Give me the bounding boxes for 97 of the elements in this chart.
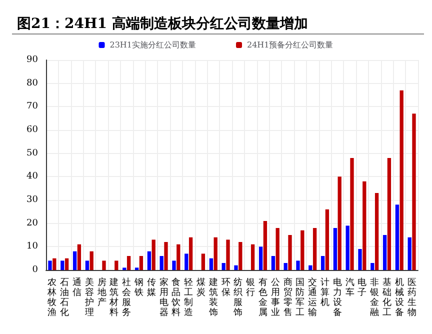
bar	[114, 260, 118, 270]
y-tick-label: 80	[26, 78, 38, 88]
bar	[412, 114, 416, 270]
bar	[188, 237, 193, 270]
x-tick-label: 商贸零售	[283, 277, 292, 318]
bar	[102, 260, 106, 270]
x-tick-label: 公用事业	[270, 277, 280, 318]
bar	[346, 226, 350, 270]
y-tick-label: 30	[26, 195, 38, 205]
bar	[238, 242, 242, 270]
bar	[209, 258, 214, 270]
legend-label: 23H1实施分红公司数量	[110, 40, 196, 50]
bar	[64, 258, 69, 270]
bar	[77, 244, 82, 270]
bar	[139, 256, 144, 270]
bar	[60, 260, 64, 270]
x-tick-label: 石油石化	[60, 278, 70, 318]
bar	[176, 244, 180, 270]
x-tick-label: 基础化工	[382, 277, 392, 318]
x-tick-label: 家用电器	[159, 277, 168, 318]
bar	[370, 263, 374, 270]
bar	[374, 193, 379, 270]
x-tick-label: 非银金融	[369, 277, 380, 318]
bar	[276, 228, 280, 270]
bar	[147, 251, 152, 270]
bar	[333, 228, 338, 270]
x-tick-label: 纺织服饰	[232, 277, 243, 318]
x-tick-label: 交通运输	[308, 277, 318, 318]
bar	[160, 256, 164, 270]
x-tick-label: 银行	[245, 277, 256, 298]
x-tick-label: 医药生物	[407, 277, 416, 318]
bar	[358, 249, 362, 270]
bar	[258, 246, 263, 270]
bar	[350, 158, 354, 270]
bar	[338, 176, 342, 270]
bar	[408, 237, 412, 270]
bar	[362, 181, 366, 270]
x-tick-label: 通信	[72, 277, 82, 298]
bar	[126, 256, 131, 270]
bar	[263, 221, 268, 270]
x-tick-label: 农林牧渔	[46, 277, 57, 318]
bar	[382, 235, 387, 270]
bar	[284, 263, 288, 270]
x-tick-label: 电力设备	[332, 277, 342, 318]
bar	[312, 228, 317, 270]
x-tick-label: 美容护理	[84, 277, 94, 318]
y-tick-label: 70	[26, 102, 38, 112]
bar	[320, 256, 325, 270]
x-tick-label: 汽车	[345, 277, 354, 298]
bar	[234, 265, 238, 270]
bar	[325, 209, 330, 270]
y-tick-label: 50	[26, 148, 38, 158]
x-tick-label: 传媒	[146, 277, 156, 298]
x-tick-label: 建筑装饰	[208, 277, 218, 318]
bar	[72, 251, 77, 270]
bar	[288, 235, 292, 270]
bar	[90, 251, 94, 270]
bar	[226, 240, 230, 270]
bar	[48, 260, 52, 270]
y-tick-label: 0	[32, 265, 38, 275]
bar	[164, 242, 168, 270]
x-tick-label: 社会服务	[122, 277, 132, 318]
bar	[85, 260, 90, 270]
bar	[184, 254, 188, 270]
x-tick-label: 钢铁	[134, 277, 144, 298]
x-tick-label: 食品饮料	[170, 277, 181, 318]
bar	[300, 230, 304, 270]
x-tick-label: 机械设备	[394, 277, 404, 318]
legend-label: 24H1预备分红公司数量	[247, 40, 334, 50]
bar	[296, 260, 300, 270]
bar	[250, 244, 255, 270]
chart-title: 图21：24H1 高端制造板块分红公司数量增加	[17, 15, 308, 32]
x-tick-label: 轻工制造	[184, 277, 194, 318]
bar	[387, 158, 392, 270]
bar	[172, 260, 176, 270]
x-tick-label: 建筑材料	[108, 277, 119, 318]
bar	[400, 90, 404, 270]
x-tick-label: 国防军工	[296, 278, 305, 318]
bar	[271, 256, 276, 270]
bar	[152, 240, 156, 270]
x-tick-label: 环保	[221, 278, 230, 298]
x-tick-label: 电子	[358, 277, 367, 298]
y-tick-label: 40	[26, 172, 38, 182]
bar	[52, 258, 56, 270]
y-tick-label: 90	[26, 55, 38, 65]
x-tick-label: 煤炭	[196, 277, 206, 298]
bar	[395, 204, 400, 270]
y-tick-label: 10	[26, 242, 38, 252]
x-tick-label: 有色金属	[258, 277, 268, 318]
y-tick-label: 20	[26, 218, 38, 228]
x-tick-label: 计算机	[320, 277, 330, 308]
x-tick-label: 房地产	[96, 277, 106, 308]
bar	[222, 263, 226, 270]
bar	[214, 237, 218, 270]
bar	[201, 254, 206, 270]
y-tick-label: 60	[26, 125, 38, 135]
bar	[308, 265, 312, 270]
